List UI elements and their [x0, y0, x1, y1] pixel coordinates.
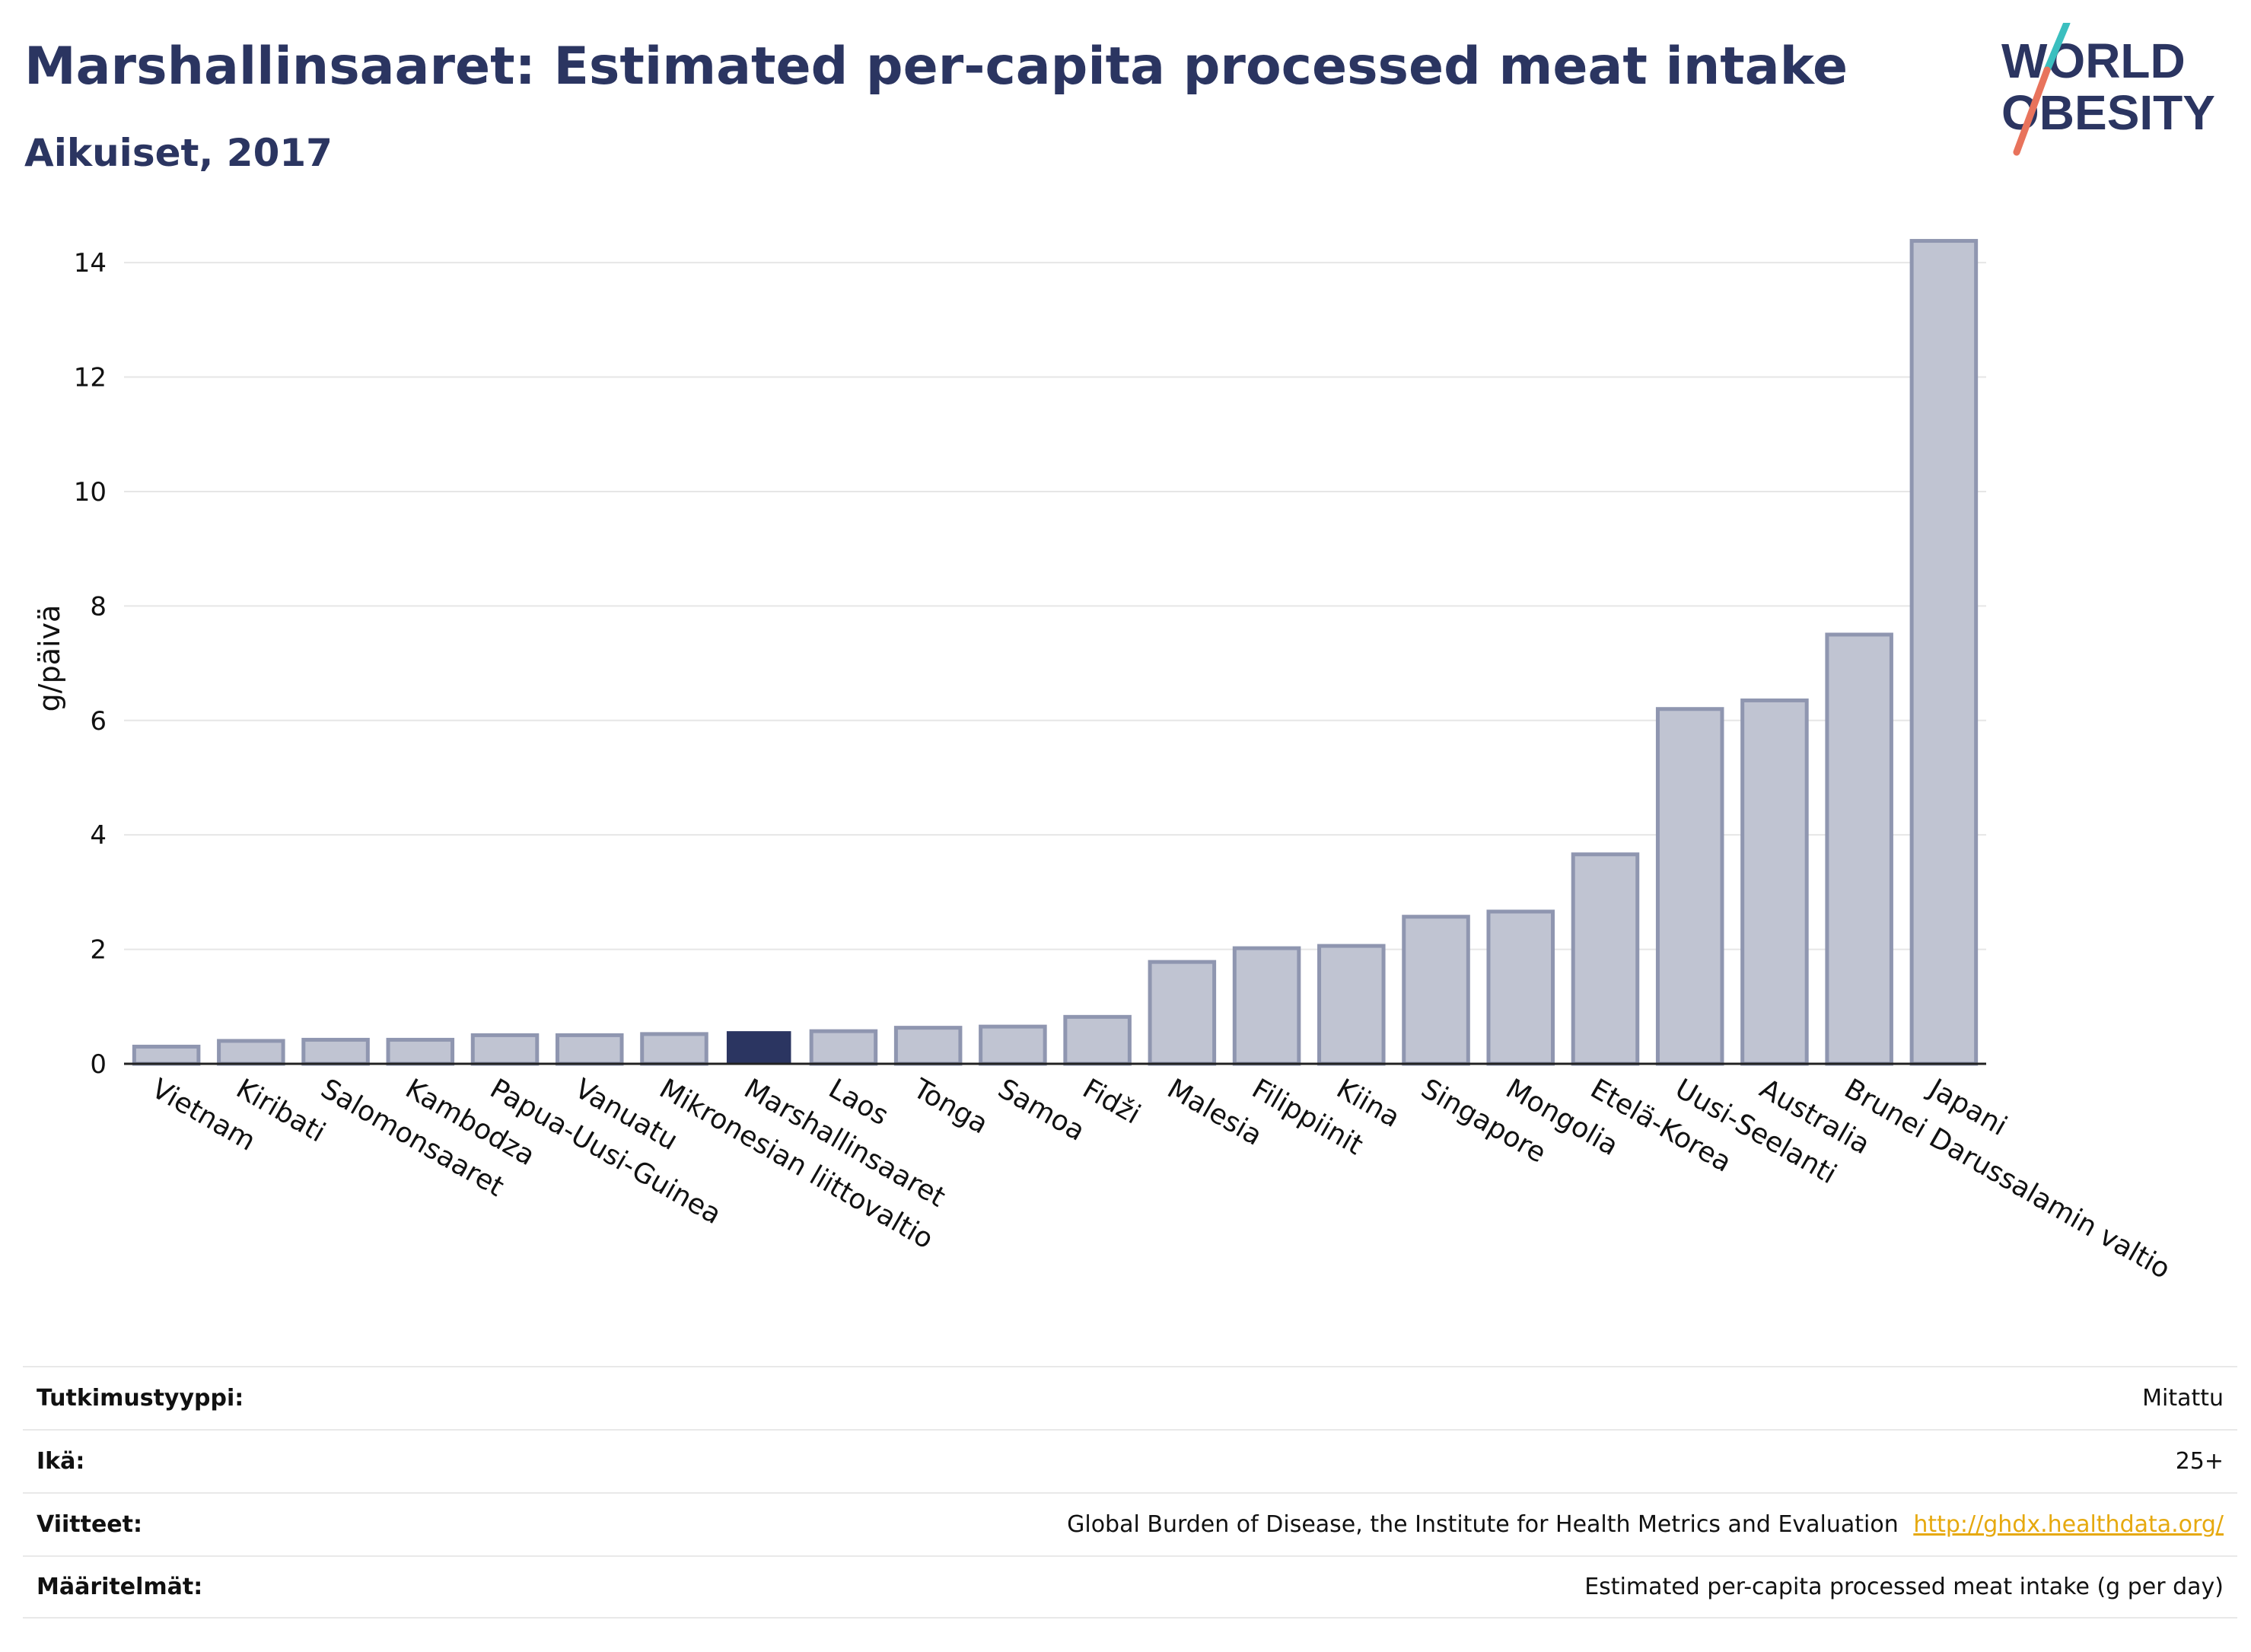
y-axis-title: g/päivä [33, 605, 66, 712]
y-tick-label: 14 [74, 248, 107, 279]
bar-marshallinsaaret[interactable] [726, 1031, 791, 1064]
bar-fid-i[interactable] [1063, 1014, 1132, 1066]
meta-value: Global Burden of Disease, the Institute … [1067, 1511, 1899, 1538]
meta-value: Mitattu [2142, 1385, 2224, 1412]
logo-slash-teal [2043, 23, 2071, 74]
chart-title: Marshallinsaaret: Estimated per-capita p… [24, 37, 1848, 97]
bar-filippiinit[interactable] [1232, 946, 1301, 1066]
bar-chart: 0 2 4 6 8 10 12 14 VietnamKiribatiSalomonsaaret… [33, 239, 2176, 1285]
bar-mikronesian-liittovaltio[interactable] [640, 1032, 708, 1066]
bar-brunei-darussalamin-valtio[interactable] [1825, 632, 1893, 1066]
y-tick-label: 6 [90, 706, 107, 737]
bars [132, 239, 1979, 1066]
bar-malesia[interactable] [1148, 960, 1217, 1066]
bar-kambodza[interactable] [386, 1037, 455, 1066]
meta-value: 25+ [2175, 1448, 2224, 1475]
meta-label: Viitteet: [37, 1511, 142, 1538]
meta-label: Tutkimustyyppi: [37, 1385, 244, 1412]
bar-japani[interactable] [1909, 239, 1979, 1066]
x-tick-label: Tonga [907, 1073, 993, 1141]
meta-row-definitions: Määritelmät: Estimated per-capita proces… [23, 1555, 2237, 1619]
logo-slash-coral [2013, 66, 2051, 156]
bar-kiina[interactable] [1317, 944, 1386, 1066]
bar-papua-uusi-guinea[interactable] [470, 1033, 540, 1066]
bar-tonga[interactable] [893, 1026, 963, 1066]
x-tick-label: Samoa [992, 1073, 1090, 1147]
x-tick-labels: VietnamKiribatiSalomonsaaretKambodzaPapu… [146, 1072, 2175, 1285]
y-tick-labels: 0 2 4 6 8 10 12 14 [74, 248, 107, 1080]
bar-samoa[interactable] [979, 1024, 1047, 1066]
logo-word-world: WORLD [2001, 33, 2186, 88]
meta-row-references: Viitteet: Global Burden of Disease, the … [23, 1492, 2237, 1555]
meta-row-age: Ikä: 25+ [23, 1429, 2237, 1492]
world-obesity-logo[interactable]: WORLD OBESITY [1994, 23, 2237, 160]
meta-value: Estimated per-capita processed meat inta… [1584, 1574, 2224, 1600]
chart-subtitle: Aikuiset, 2017 [24, 131, 333, 175]
bar-salomonsaaret[interactable] [301, 1037, 370, 1066]
bar-etel-korea[interactable] [1571, 852, 1640, 1066]
y-tick-label: 0 [90, 1049, 107, 1080]
y-tick-label: 2 [90, 935, 107, 966]
meta-label: Ikä: [37, 1448, 85, 1475]
bar-vanuatu[interactable] [555, 1033, 624, 1066]
bar-uusi-seelanti[interactable] [1655, 707, 1724, 1066]
metadata-table: Tutkimustyyppi: Mitattu Ikä: 25+ Viittee… [23, 1366, 2237, 1619]
bar-laos[interactable] [809, 1029, 878, 1066]
reference-link[interactable]: http://ghdx.healthdata.org/ [1913, 1511, 2224, 1538]
meta-value-group: Global Burden of Disease, the Institute … [1067, 1511, 2224, 1538]
bar-vietnam[interactable] [132, 1044, 201, 1066]
bar-australia[interactable] [1740, 698, 1809, 1066]
bar-kiribati[interactable] [217, 1039, 285, 1066]
y-tick-label: 4 [90, 820, 107, 851]
y-tick-label: 10 [74, 477, 107, 508]
x-tick-label: Brunei Darussalamin valtio [1839, 1073, 2176, 1285]
meta-label: Määritelmät: [37, 1574, 203, 1600]
meta-row-study-type: Tutkimustyyppi: Mitattu [23, 1366, 2237, 1429]
bar-mongolia[interactable] [1486, 909, 1555, 1066]
x-tick-label: Malesia [1162, 1073, 1267, 1152]
y-tick-label: 12 [74, 363, 107, 393]
bar-singapore[interactable] [1402, 915, 1470, 1066]
y-tick-label: 8 [90, 591, 107, 622]
